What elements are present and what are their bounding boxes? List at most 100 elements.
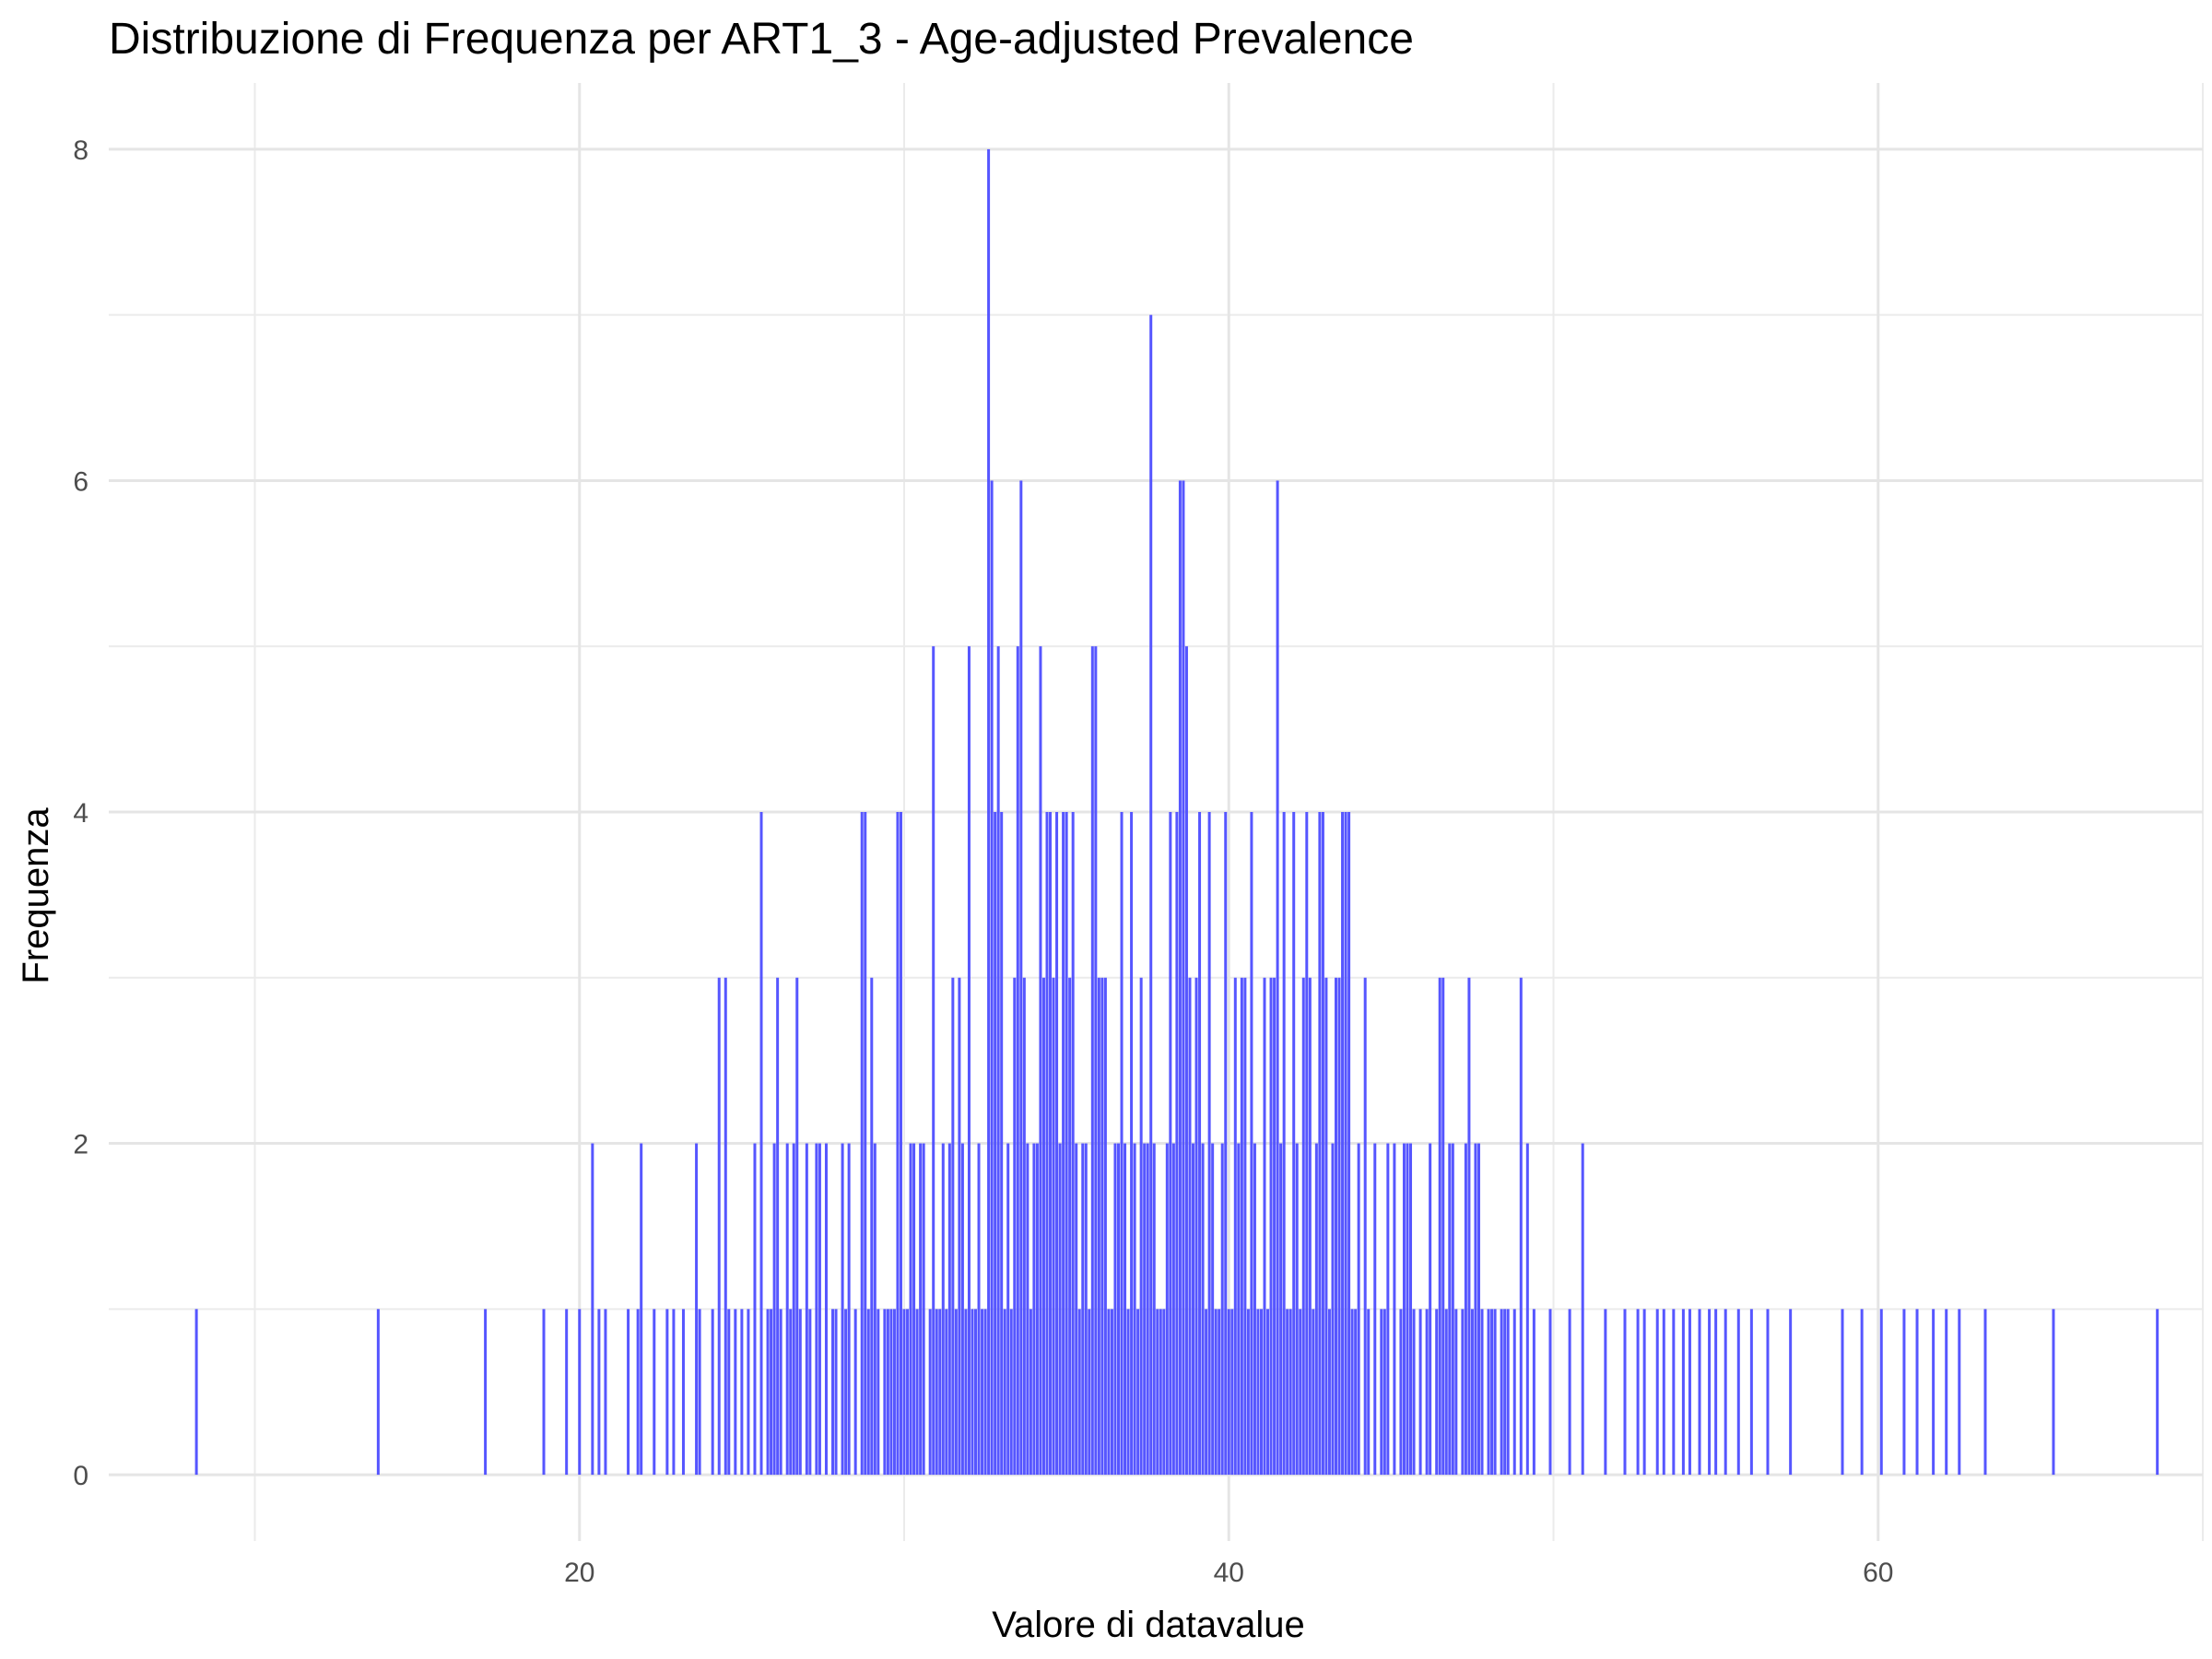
histogram-bar <box>770 1309 773 1476</box>
histogram-bar <box>977 1143 981 1476</box>
histogram-bar <box>1019 480 1023 1476</box>
histogram-bar <box>1519 977 1523 1476</box>
histogram-bar <box>1136 1309 1140 1476</box>
histogram-bar <box>1474 1143 1477 1476</box>
x-tick-label: 60 <box>1863 1558 1893 1588</box>
histogram-bar <box>1182 480 1185 1476</box>
histogram-bar <box>785 1143 789 1476</box>
histogram-bar <box>1642 1309 1646 1476</box>
histogram-bar <box>912 1143 916 1476</box>
histogram-bar <box>935 1309 938 1476</box>
histogram-bar <box>870 977 874 1476</box>
y-axis-label: Frequenza <box>16 807 56 984</box>
histogram-bar <box>1065 812 1068 1476</box>
histogram-bar <box>766 1309 770 1476</box>
histogram-bar <box>665 1309 669 1476</box>
histogram-bar <box>1250 812 1253 1476</box>
histogram-bar <box>789 1309 793 1476</box>
histogram-bar <box>1444 1309 1448 1476</box>
histogram-bar <box>1194 977 1198 1476</box>
histogram-bar <box>915 1309 919 1476</box>
histogram-bar <box>889 1309 893 1476</box>
histogram-bar <box>1240 977 1243 1476</box>
histogram-bar <box>1000 812 1004 1476</box>
histogram-bar <box>987 148 991 1476</box>
histogram-bar <box>727 1309 731 1476</box>
histogram-bar <box>1467 977 1471 1476</box>
histogram-bar <box>1253 1143 1256 1476</box>
histogram-bar <box>1171 1143 1175 1476</box>
histogram-bar <box>776 977 780 1476</box>
histogram-bar <box>1402 1143 1406 1476</box>
histogram-bar <box>1305 812 1309 1476</box>
histogram-bar <box>1269 977 1273 1476</box>
histogram-bar <box>1068 977 1072 1476</box>
histogram-bar <box>1299 1309 1302 1476</box>
histogram-bar <box>1006 1143 1010 1476</box>
histogram-bar <box>1363 977 1367 1476</box>
histogram-bar <box>932 646 935 1476</box>
histogram-bar <box>954 1309 958 1476</box>
tick-labels: 20 40 60 0 2 4 6 8 <box>73 135 1893 1588</box>
histogram-bar <box>1107 1309 1111 1476</box>
histogram-bar <box>1506 1309 1510 1476</box>
histogram-bar <box>883 1309 887 1476</box>
histogram-bar <box>990 480 994 1476</box>
histogram-bar <box>772 1143 776 1476</box>
histogram-bar <box>808 1309 812 1476</box>
histogram-bar <box>974 1309 978 1476</box>
histogram-bar <box>734 1309 737 1476</box>
histogram-bar <box>753 1143 757 1476</box>
histogram-bar <box>1314 1143 1318 1476</box>
histogram-bar <box>1165 1143 1169 1476</box>
histogram-bar <box>1480 1309 1484 1476</box>
histogram-bar <box>1058 1143 1062 1476</box>
histogram-bar <box>1945 1309 1948 1476</box>
histogram-bar <box>711 1309 714 1476</box>
histogram-bar <box>1041 977 1045 1476</box>
histogram-bar <box>1568 1309 1571 1476</box>
histogram-bar <box>1088 1309 1091 1476</box>
histogram-bar <box>1077 1309 1081 1476</box>
histogram-bar <box>1915 1309 1919 1476</box>
histogram-bar <box>873 1143 877 1476</box>
histogram-bar <box>1049 812 1053 1476</box>
histogram-bar <box>1548 1309 1552 1476</box>
histogram-bar <box>1525 1143 1529 1476</box>
histogram-bar <box>1301 977 1305 1476</box>
histogram-bar <box>1373 1143 1377 1476</box>
histogram-bar <box>1214 1309 1218 1476</box>
histogram-bar <box>1159 1309 1162 1476</box>
histogram-bar <box>1071 812 1075 1476</box>
histogram-bar <box>604 1309 607 1476</box>
histogram-bar <box>1113 1143 1117 1476</box>
histogram-bar <box>636 1309 640 1476</box>
histogram-bar <box>1224 812 1228 1476</box>
histogram-bar <box>1022 977 1026 1476</box>
histogram-bar <box>805 1143 808 1476</box>
histogram-bar <box>1337 977 1341 1476</box>
histogram-bar <box>877 1309 880 1476</box>
histogram-bar <box>941 1143 945 1476</box>
histogram-bar <box>1097 977 1100 1476</box>
histogram-bar <box>2052 1309 2055 1476</box>
histogram-bar <box>1321 812 1324 1476</box>
histogram-bar <box>1276 480 1279 1476</box>
histogram-bar <box>994 812 997 1476</box>
histogram-bar <box>1035 1143 1039 1476</box>
histogram-bar <box>847 1143 851 1476</box>
histogram-bar <box>1081 1143 1085 1476</box>
histogram-bar <box>1451 1143 1454 1476</box>
y-tick-label: 4 <box>73 798 88 829</box>
histogram-bar <box>1347 812 1351 1476</box>
histogram-bar <box>740 1309 744 1476</box>
histogram-bar <box>1503 1309 1507 1476</box>
histogram-bar <box>1288 1309 1292 1476</box>
histogram-bar <box>1604 1309 1607 1476</box>
histogram-bar <box>1227 1309 1230 1476</box>
y-tick-label: 6 <box>73 466 88 497</box>
bars <box>194 148 2159 1476</box>
histogram-bar <box>1983 1309 1987 1476</box>
histogram-bar <box>1714 1309 1718 1476</box>
histogram-bar <box>938 1309 942 1476</box>
